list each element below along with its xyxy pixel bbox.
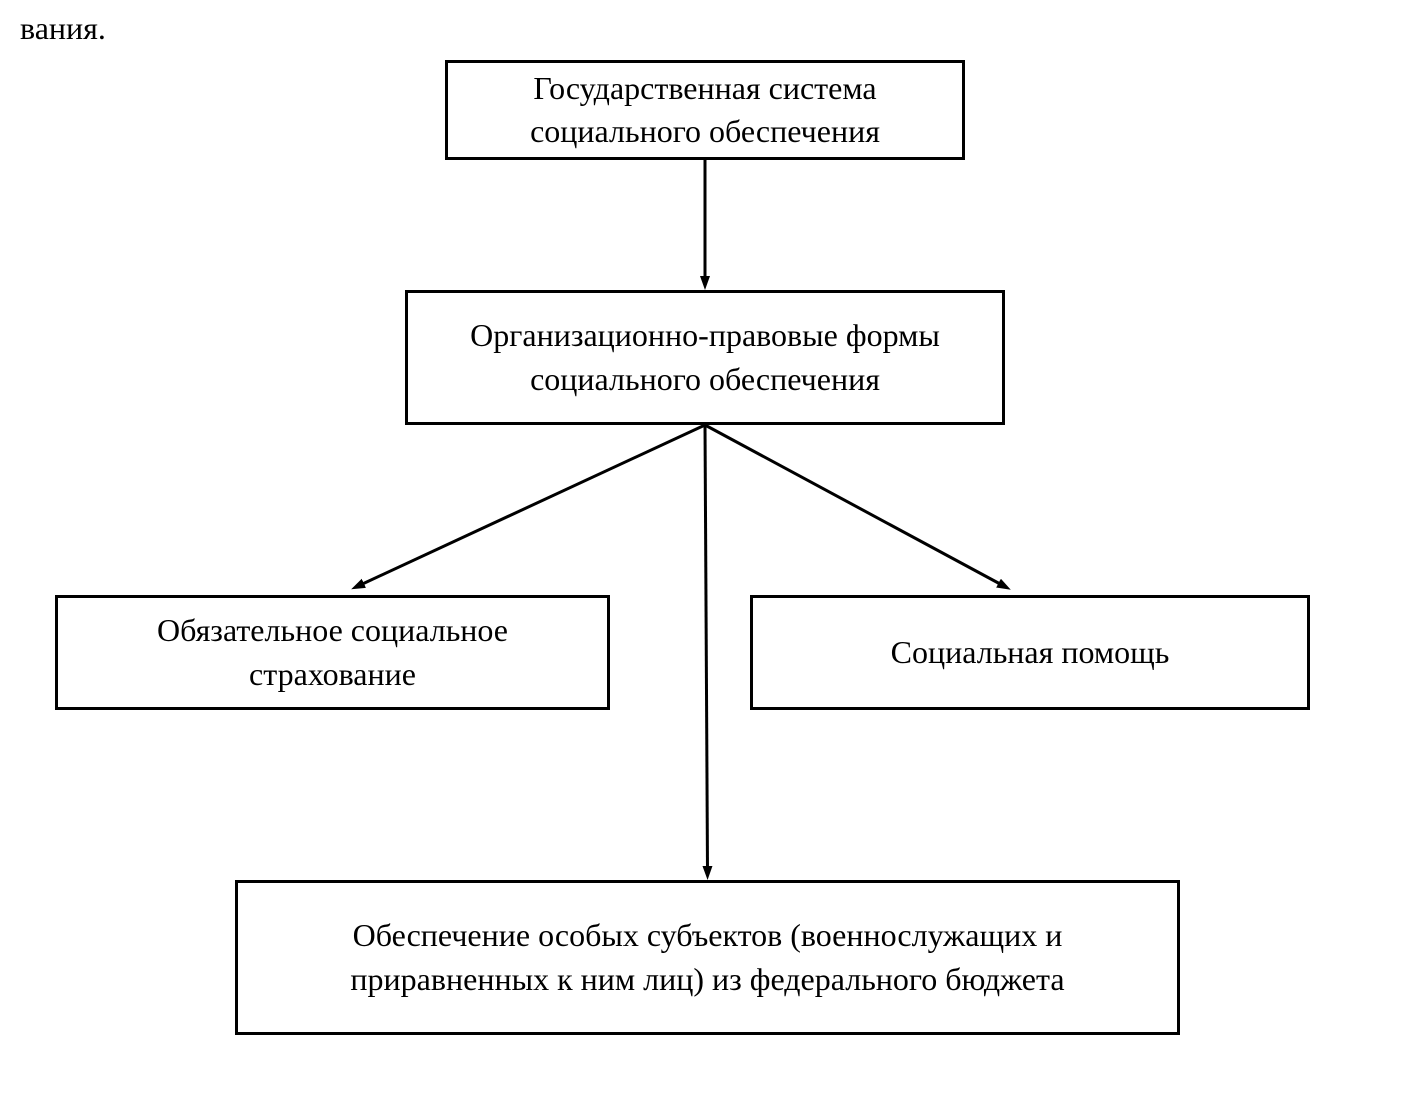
node-special: Обеспечение особых субъектов (военнослуж…: [235, 880, 1180, 1035]
node-help: Социальная помощь: [750, 595, 1310, 710]
node-forms-label: Организационно-правовые формы социальног…: [424, 314, 986, 400]
node-root-label: Государственная система социального обес…: [464, 67, 946, 153]
node-insurance-label: Обязательное социальное страхование: [74, 609, 591, 695]
node-special-label: Обеспечение особых субъектов (военнослуж…: [254, 914, 1161, 1000]
node-help-label: Социальная помощь: [891, 631, 1170, 674]
fragment-text: вания.: [20, 10, 106, 47]
node-insurance: Обязательное социальное страхование: [55, 595, 610, 710]
node-forms: Организационно-правовые формы социальног…: [405, 290, 1005, 425]
node-root: Государственная система социального обес…: [445, 60, 965, 160]
